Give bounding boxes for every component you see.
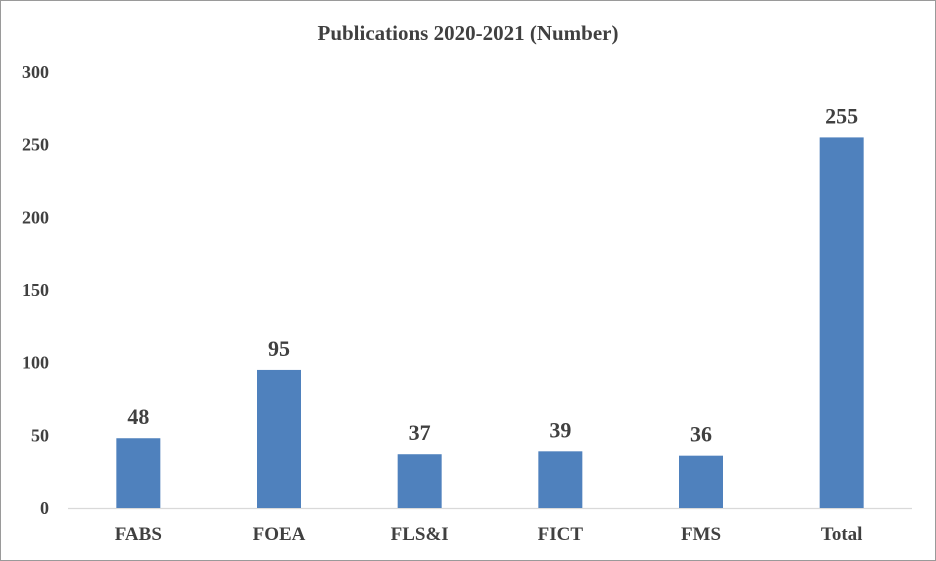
x-tick-label: FLS&I — [391, 524, 449, 545]
y-tick-label: 0 — [40, 498, 49, 518]
x-tick-label: FICT — [538, 524, 584, 545]
chart-title: Publications 2020-2021 (Number) — [318, 21, 619, 45]
bar-total — [819, 137, 864, 508]
x-tick-label: Total — [821, 524, 863, 545]
y-tick-label: 300 — [22, 62, 49, 82]
data-label: 36 — [690, 422, 712, 447]
bar-fict — [538, 451, 583, 508]
y-tick-label: 50 — [31, 425, 49, 445]
bar-fms — [679, 455, 723, 508]
y-tick-label: 100 — [22, 353, 49, 373]
x-tick-label: FABS — [115, 524, 162, 545]
y-tick-label: 150 — [22, 280, 49, 300]
bar-foea — [257, 369, 301, 508]
bars — [116, 137, 864, 508]
y-tick-label: 250 — [22, 135, 49, 155]
data-label: 255 — [825, 103, 858, 128]
data-labels: 48 95 37 39 36 255 — [127, 103, 858, 446]
data-label: 95 — [268, 336, 290, 361]
data-label: 39 — [549, 417, 571, 442]
x-axis: FABS FOEA FLS&I FICT FMS Total — [68, 507, 912, 545]
data-label: 37 — [409, 420, 431, 445]
bar-fabs — [116, 438, 161, 508]
data-label: 48 — [127, 404, 149, 429]
y-tick-label: 200 — [22, 207, 49, 227]
y-axis: 0 50 100 150 200 250 300 — [22, 62, 49, 518]
x-tick-label: FOEA — [253, 524, 306, 545]
bar-fls-i — [397, 454, 442, 508]
x-tick-label: FMS — [681, 524, 721, 545]
